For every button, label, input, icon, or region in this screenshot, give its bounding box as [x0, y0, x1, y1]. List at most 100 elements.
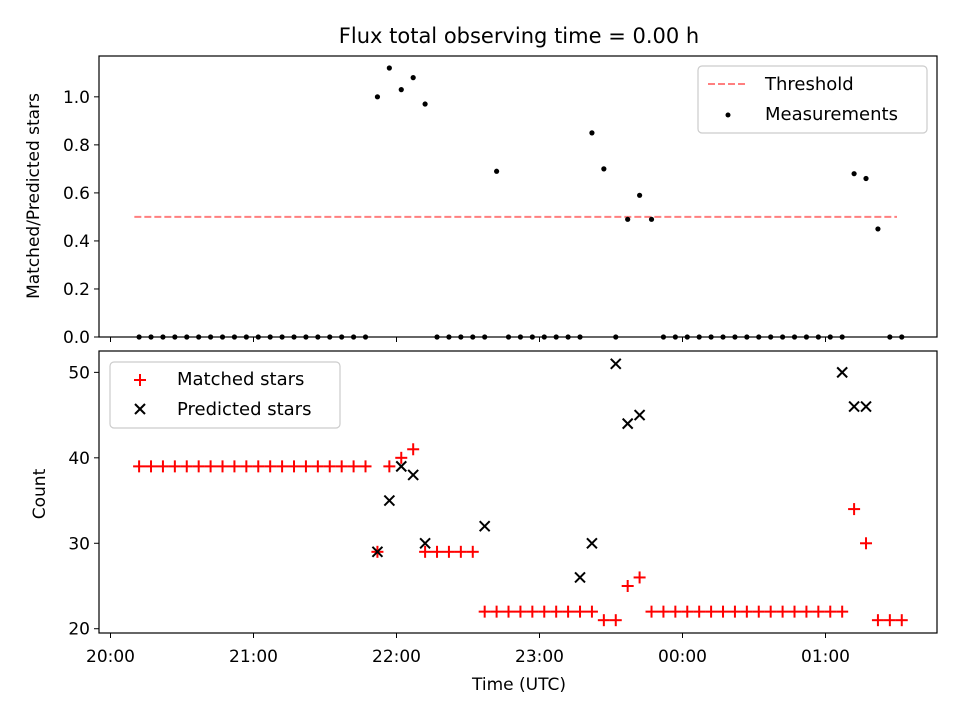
- measurement-point: [422, 101, 428, 107]
- matched-star-point: [264, 460, 277, 473]
- legend-matched-swatch: [134, 374, 146, 386]
- predicted-star-point: [371, 546, 384, 558]
- count-plot: 20 30 40 50 20:00 21:00 22:00 23:00 00:00 01:00: [68, 358, 908, 667]
- matched-star-point: [276, 460, 289, 473]
- x-tick-label: 21:00: [229, 647, 278, 667]
- ratio-legend: Threshold Measurements: [697, 65, 928, 134]
- measurement-point: [648, 216, 655, 222]
- matched-star-point: [538, 605, 551, 618]
- matched-star-point: [752, 605, 765, 618]
- matched-star-point: [311, 460, 324, 473]
- measurement-point: [637, 192, 643, 198]
- matched-star-point: [323, 460, 336, 473]
- ratio-y-tick-label: 0.6: [63, 184, 90, 204]
- matched-star-point: [133, 460, 146, 473]
- predicted-star-point: [621, 417, 634, 430]
- legend-matched-label: Matched stars: [177, 369, 304, 390]
- matched-star-point: [335, 460, 348, 473]
- x-tick-label: 22:00: [372, 647, 421, 667]
- ratio-plot-frame: [98, 55, 938, 338]
- matched-star-point: [550, 605, 563, 618]
- predicted-star-point: [633, 409, 646, 421]
- matched-star-point: [192, 460, 205, 473]
- predicted-star-point: [574, 571, 586, 584]
- legend-measurements-swatch: [725, 112, 731, 118]
- matched-star-point: [490, 605, 503, 618]
- matched-star-point: [669, 605, 682, 618]
- predicted-star-point: [419, 537, 431, 549]
- matched-star-point: [419, 545, 432, 558]
- matched-star-point: [180, 460, 193, 473]
- measurement-point: [410, 75, 416, 81]
- ratio-y-tick-label: 0.0: [63, 328, 90, 348]
- matched-star-point: [740, 605, 753, 618]
- measurement-point: [494, 168, 500, 174]
- measurement-point: [625, 216, 631, 222]
- predicted-star-point: [395, 460, 407, 473]
- matched-star-point: [574, 605, 587, 618]
- matched-star-point: [657, 605, 670, 618]
- predicted-star-point: [848, 400, 860, 413]
- matched-star-point: [526, 605, 539, 618]
- count-y-axis-label: Count: [30, 468, 50, 519]
- measurement-point: [386, 65, 392, 71]
- x-tick-label: 01:00: [801, 647, 850, 667]
- x-tick-label: 00:00: [658, 647, 707, 667]
- matched-star-point: [621, 580, 634, 592]
- matched-star-point: [824, 605, 837, 618]
- measurement-point: [875, 226, 881, 232]
- matched-star-point: [895, 614, 908, 627]
- matched-star-point: [383, 460, 396, 473]
- matched-star-point: [240, 460, 253, 473]
- x-tick-label: 20:00: [86, 647, 135, 667]
- predicted-star-point: [586, 537, 598, 549]
- measurement-point: [601, 166, 607, 172]
- matched-star-point: [871, 614, 884, 627]
- ratio-y-tick-label: 0.4: [63, 232, 90, 252]
- matched-star-point: [442, 545, 455, 558]
- count-plot-frame: [98, 350, 938, 634]
- matched-star-point: [216, 460, 229, 473]
- matched-star-point: [454, 545, 467, 558]
- predicted-star-point: [836, 366, 848, 379]
- count-y-tick-label: 50: [68, 363, 90, 383]
- matched-star-point: [585, 605, 598, 618]
- matched-star-point: [848, 503, 861, 516]
- matched-star-point: [288, 460, 301, 473]
- ratio-y-axis-label: Matched/Predicted stars: [24, 93, 44, 299]
- matched-star-point: [860, 537, 873, 550]
- x-tick-label: 23:00: [515, 647, 564, 667]
- legend-measurements-label: Measurements: [765, 104, 898, 125]
- count-y-tick-label: 40: [68, 449, 90, 469]
- matched-star-point: [883, 614, 896, 627]
- measurement-point: [851, 171, 857, 177]
- matched-star-point: [812, 605, 825, 618]
- x-axis-label: Time (UTC): [471, 675, 566, 695]
- matched-star-point: [514, 605, 527, 618]
- matched-star-point: [609, 614, 622, 627]
- predicted-star-point: [407, 469, 419, 481]
- matched-star-point: [788, 605, 801, 618]
- matched-star-point: [728, 605, 741, 618]
- matched-star-point: [693, 605, 706, 618]
- matched-star-point: [705, 605, 718, 618]
- count-y-tick-label: 30: [68, 534, 90, 554]
- matched-star-point: [597, 614, 610, 627]
- matched-star-point: [764, 605, 777, 618]
- predicted-star-point: [478, 520, 491, 532]
- matched-star-point: [299, 460, 312, 473]
- matched-star-point: [347, 460, 360, 473]
- legend-predicted-label: Predicted stars: [177, 399, 311, 420]
- measurement-point: [863, 175, 869, 182]
- measurement-point: [398, 87, 404, 93]
- matched-star-point: [800, 605, 813, 618]
- ratio-y-tick-label: 0.8: [63, 136, 90, 156]
- matched-star-point: [466, 545, 479, 558]
- matched-star-point: [252, 460, 265, 473]
- matched-star-point: [407, 443, 420, 456]
- matched-star-point: [145, 460, 158, 473]
- matched-star-point: [204, 460, 217, 473]
- matched-star-point: [168, 460, 181, 473]
- measurement-point: [589, 130, 595, 136]
